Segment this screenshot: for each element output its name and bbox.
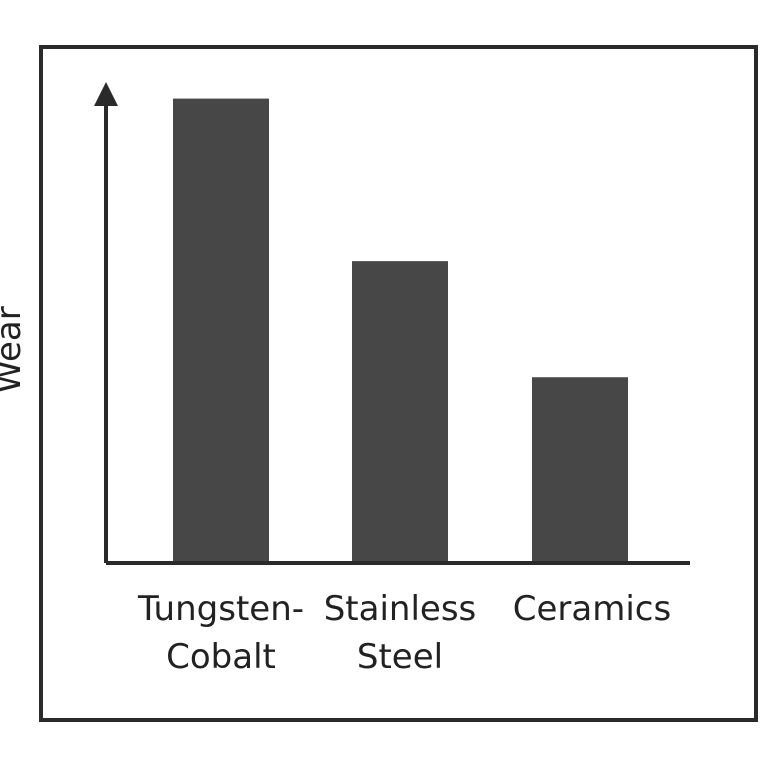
- x-tick-label-2: Ceramics: [513, 589, 671, 629]
- chart-frame: [39, 45, 758, 722]
- x-tick-label-1: Stainless Steel: [324, 589, 477, 677]
- x-tick-label-line: Tungsten-: [137, 589, 304, 629]
- x-tick-labels: Tungsten- Cobalt Stainless Steel Ceramics: [137, 589, 671, 677]
- x-tick-label-0: Tungsten- Cobalt: [137, 589, 304, 677]
- bar-2: [532, 377, 628, 563]
- y-axis-arrow-icon: [94, 82, 118, 106]
- bar-1: [352, 261, 448, 563]
- y-axis-title: Wear: [0, 306, 29, 393]
- x-tick-label-line: Cobalt: [166, 637, 276, 677]
- bars-group: [173, 98, 628, 563]
- x-tick-label-line: Ceramics: [513, 589, 671, 629]
- x-tick-label-line: Stainless: [324, 589, 477, 629]
- x-tick-label-line: Steel: [357, 637, 443, 677]
- bar-0: [173, 98, 269, 563]
